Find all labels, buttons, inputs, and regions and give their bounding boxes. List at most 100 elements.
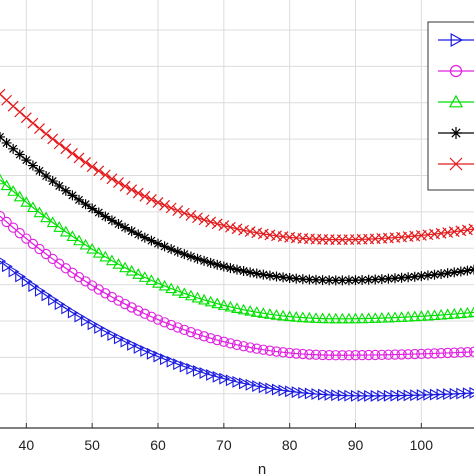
data-point <box>40 211 53 223</box>
data-point <box>449 267 460 278</box>
data-point <box>185 251 196 262</box>
data-point <box>86 161 98 173</box>
data-point <box>41 289 53 302</box>
data-point <box>92 246 105 258</box>
data-point <box>145 193 157 205</box>
data-point <box>1 137 12 148</box>
data-point <box>185 210 197 221</box>
data-point <box>245 378 257 391</box>
data-point <box>172 246 183 257</box>
data-point <box>435 308 448 320</box>
data-point <box>211 218 223 230</box>
data-point <box>264 270 275 281</box>
data-point <box>152 196 164 208</box>
data-point <box>8 143 19 154</box>
legend-marker <box>449 157 463 171</box>
series-line <box>0 260 474 397</box>
data-point <box>336 312 349 324</box>
data-point <box>166 244 177 255</box>
data-point <box>15 270 26 283</box>
data-point <box>211 297 224 309</box>
data-point <box>126 184 138 196</box>
data-point <box>14 228 25 239</box>
data-point <box>178 287 191 299</box>
data-point <box>146 235 157 246</box>
data-point <box>343 275 354 286</box>
data-point <box>468 223 474 235</box>
data-point <box>192 365 204 377</box>
data-point <box>377 389 388 402</box>
data-point <box>357 389 369 402</box>
data-point <box>93 165 105 177</box>
data-point <box>383 389 395 402</box>
data-point <box>34 284 46 297</box>
data-point <box>21 155 32 166</box>
data-point <box>54 298 66 311</box>
data-point <box>80 199 91 210</box>
data-point <box>165 282 178 294</box>
data-point <box>455 347 466 358</box>
data-point <box>290 311 303 322</box>
data-point <box>192 253 203 264</box>
data-point <box>21 233 32 244</box>
legend-marker <box>448 94 464 108</box>
data-point <box>311 388 323 400</box>
data-point <box>165 202 177 214</box>
data-point <box>442 268 453 279</box>
data-point <box>66 147 78 159</box>
data-point <box>251 268 262 279</box>
data-point <box>284 273 295 284</box>
data-point <box>27 160 38 171</box>
data-point <box>317 349 328 361</box>
data-point <box>100 211 111 222</box>
data-point <box>422 348 434 359</box>
x-tick-label: 100 <box>410 437 434 453</box>
data-point <box>192 212 203 224</box>
data-point <box>435 348 447 359</box>
data-point <box>330 350 341 361</box>
data-point <box>357 274 368 285</box>
data-point <box>264 345 276 356</box>
data-point <box>40 248 52 260</box>
data-point <box>337 350 348 361</box>
data-point <box>237 303 250 315</box>
data-point <box>34 165 45 176</box>
data-point <box>252 380 263 393</box>
data-point <box>166 319 177 331</box>
data-point <box>403 272 414 283</box>
data-point <box>74 310 86 323</box>
data-point <box>310 349 322 360</box>
data-point <box>139 308 150 319</box>
data-point <box>342 312 355 324</box>
data-point <box>271 383 283 396</box>
data-point <box>395 311 408 322</box>
data-point <box>0 179 13 191</box>
data-point <box>415 310 428 321</box>
data-point <box>138 271 151 282</box>
data-point <box>349 312 362 324</box>
data-point <box>370 349 381 361</box>
data-point <box>284 347 295 359</box>
data-point <box>461 306 474 318</box>
data-point <box>212 259 223 270</box>
data-point <box>383 273 394 284</box>
data-point <box>469 386 474 399</box>
data-point <box>40 128 52 140</box>
data-point <box>179 360 191 373</box>
data-point <box>389 349 401 360</box>
data-point <box>20 196 33 207</box>
data-point <box>258 269 269 280</box>
data-point <box>48 293 59 306</box>
data-point <box>390 273 400 284</box>
data-point <box>53 221 66 232</box>
data-point <box>468 306 474 317</box>
data-point <box>2 260 13 273</box>
data-point <box>139 190 151 202</box>
data-point <box>461 224 473 236</box>
data-point <box>356 312 369 324</box>
data-point <box>238 224 250 236</box>
grid <box>0 0 474 428</box>
data-point <box>403 349 414 360</box>
data-point <box>67 190 78 201</box>
